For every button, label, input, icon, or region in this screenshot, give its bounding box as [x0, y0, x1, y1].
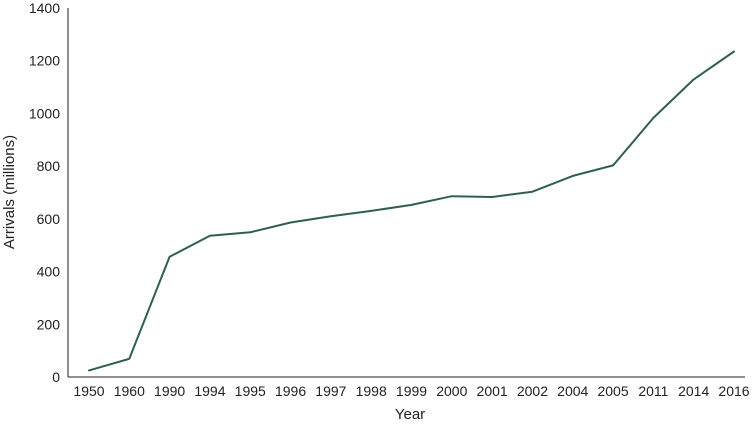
- x-tick-label: 1995: [235, 383, 266, 399]
- x-tick-label: 2001: [477, 383, 508, 399]
- x-tick-label: 1994: [194, 383, 225, 399]
- x-tick-label: 2014: [678, 383, 709, 399]
- x-tick-label: 1998: [356, 383, 387, 399]
- y-tick-label: 200: [37, 316, 61, 332]
- x-tick-label: 1950: [73, 383, 104, 399]
- y-axis-title: Arrivals (millions): [1, 135, 18, 249]
- y-tick-label: 800: [37, 158, 61, 174]
- x-tick-label: 1996: [275, 383, 306, 399]
- x-tick-label: 2005: [597, 383, 628, 399]
- x-tick-label: 1960: [114, 383, 145, 399]
- x-axis: 1950 1960 1990 1994 1995 1996 1997 1998 1999 2000…: [68, 376, 750, 423]
- x-tick-label: 2000: [436, 383, 467, 399]
- x-tick-label: 2002: [517, 383, 548, 399]
- y-tick-label: 1200: [29, 53, 60, 69]
- y-tick-label: 1000: [29, 105, 60, 121]
- y-tick-label: 0: [52, 369, 60, 385]
- x-tick-label: 2004: [557, 383, 588, 399]
- x-axis-title: Year: [395, 406, 425, 423]
- x-tick-label: 2011: [638, 383, 668, 399]
- y-tick-label: 600: [37, 211, 61, 227]
- y-tick-labels: 0 200 400 600 800 1000 1200 1400: [29, 0, 60, 385]
- y-axis: 0 200 400 600 800 1000 1200 1400 Arrivals (mill…: [1, 0, 69, 385]
- series-group: [88, 50, 735, 372]
- y-tick-label: 400: [37, 264, 61, 280]
- x-tick-label: 1999: [396, 383, 427, 399]
- y-tick-label: 1400: [29, 0, 60, 16]
- x-tick-label: 1990: [154, 383, 185, 399]
- series-line-0: [88, 50, 735, 372]
- x-tick-labels: 1950 1960 1990 1994 1995 1996 1997 1998 1999 2000…: [73, 383, 749, 399]
- x-tick-label: 1997: [315, 383, 346, 399]
- x-tick-label: 2016: [718, 383, 749, 399]
